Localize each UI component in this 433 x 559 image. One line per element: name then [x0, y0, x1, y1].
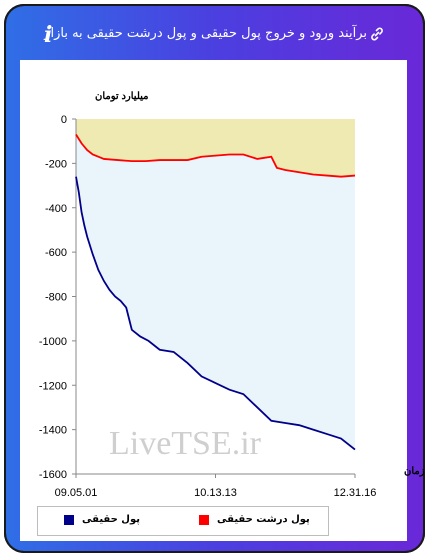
info-icon[interactable]: i — [44, 22, 53, 48]
area-layer — [76, 119, 355, 450]
y-tick-label: 0 — [61, 114, 67, 126]
legend: پول حقیقی پول درشت حقیقی — [37, 506, 329, 536]
y-axis-label: میلیارد تومان — [95, 91, 149, 102]
x-tick-label: 10.13.13 — [194, 487, 237, 499]
line-layer — [75, 134, 356, 451]
legend-label-big: پول درشت حقیقی — [217, 514, 310, 525]
y-tick-label: -200 — [45, 158, 67, 170]
area-big-money — [76, 119, 355, 177]
y-tick-label: -1200 — [39, 380, 67, 392]
legend-swatch-real — [64, 515, 74, 525]
area-real-money — [76, 134, 355, 450]
card-header: i برآیند ورود و خروج پول حقیقی و پول درش… — [14, 14, 417, 54]
y-tick-label: -1600 — [39, 469, 67, 481]
x-tick-label: 12.31.16 — [334, 487, 377, 499]
y-tick-label: -1000 — [39, 336, 67, 348]
x-axis-label: زمان — [404, 466, 425, 477]
y-tick-label: -1400 — [39, 425, 67, 437]
card-border — [4, 4, 425, 553]
legend-swatch-big — [199, 515, 209, 525]
line-big-money — [75, 134, 356, 178]
y-tick-label: -600 — [45, 247, 67, 259]
line-real-money — [75, 176, 356, 451]
link-icon[interactable] — [369, 26, 385, 42]
watermark: LiveTSE.ir — [109, 425, 262, 462]
chart-title: برآیند ورود و خروج پول حقیقی و پول درشت … — [44, 26, 367, 41]
legend-label-real: پول حقیقی — [82, 514, 140, 525]
y-tick-label: -800 — [45, 292, 67, 304]
y-tick-label: -400 — [45, 203, 67, 215]
x-tick-label: 09.05.01 — [55, 487, 98, 499]
